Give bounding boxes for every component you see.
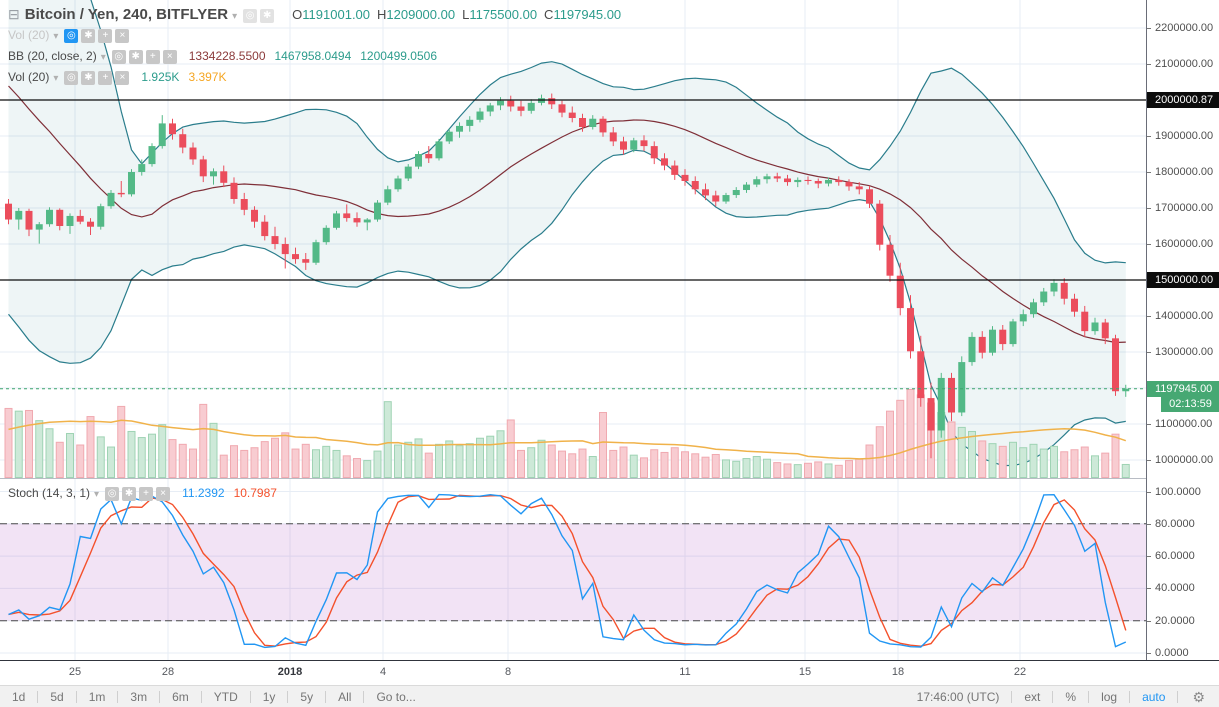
settings-icon[interactable]: ✱: [81, 29, 96, 43]
add-icon[interactable]: +: [145, 50, 160, 64]
clock[interactable]: 17:46:00 (UTC): [916, 690, 1000, 704]
price-axis-tick: 1800000.00: [1147, 165, 1219, 179]
candles-layer: [5, 93, 1130, 459]
stoch-axis-tick: 40.0000: [1147, 581, 1219, 595]
close-icon[interactable]: ×: [115, 71, 130, 85]
stoch-pane[interactable]: Stoch (14, 3, 1) ▾ ◎ ✱ + × 11.2392 10.7987: [0, 479, 1146, 660]
visibility-icon[interactable]: ◎: [64, 71, 79, 85]
time-axis-label: 2018: [277, 666, 303, 678]
toolbar-divider: [1177, 691, 1179, 703]
symbol-visibility-icon[interactable]: ◎: [243, 9, 258, 23]
bar-countdown-label: 02:13:59: [1161, 397, 1219, 413]
symbol-settings-icon[interactable]: ✱: [260, 9, 275, 23]
range-button-ytd[interactable]: YTD: [213, 690, 238, 704]
toolbar-divider: [287, 691, 289, 703]
toolbar-divider: [1011, 691, 1013, 703]
price-axis-tick: 1300000.00: [1147, 345, 1219, 359]
toolbar-divider: [249, 691, 251, 703]
stoch-axis-tick: 0.0000: [1147, 646, 1219, 660]
time-axis-label: 22: [1013, 666, 1027, 678]
volume-ma-line: [8, 419, 1127, 460]
settings-icon[interactable]: ✱: [81, 71, 96, 85]
volume-layer: [4, 388, 1130, 478]
toolbar-divider: [37, 691, 39, 703]
bottom-toolbar: 1d 5d 1m 3m 6m YTD 1y 5y All Go to... 17:46:00 (U…: [0, 685, 1219, 707]
stoch-axis-tick: 20.0000: [1147, 614, 1219, 628]
drawn-line-price-label: 1500000.00: [1147, 272, 1219, 288]
price-axis-tick: 2200000.00: [1147, 21, 1219, 35]
price-axis-tick: 1100000.00: [1147, 417, 1219, 431]
close-icon[interactable]: ×: [115, 29, 130, 43]
close-icon[interactable]: ×: [162, 50, 177, 64]
toolbar-divider: [1088, 691, 1090, 703]
stoch-overbought-oversold-band: [0, 523, 1146, 621]
time-axis-label: 18: [891, 666, 905, 678]
price-axis[interactable]: 2200000.00 2100000.00 1900000.00 1800000.00…: [1146, 0, 1219, 660]
range-button-all[interactable]: All: [338, 690, 352, 704]
stoch-axis-tick: 100.0000: [1147, 485, 1219, 499]
toolbar-divider: [325, 691, 327, 703]
range-button-1m[interactable]: 1m: [88, 690, 106, 704]
price-pane[interactable]: ⊟ Bitcoin / Yen, 240, BITFLYER ▾ ◎ ✱ O1191001…: [0, 0, 1146, 478]
grid-layer: [0, 0, 1146, 478]
stoch-chart-canvas[interactable]: [0, 479, 1146, 660]
price-axis-tick: 2100000.00: [1147, 57, 1219, 71]
settings-icon[interactable]: ✱: [122, 487, 137, 501]
chart-settings-gear-icon[interactable]: ⚙: [1192, 688, 1205, 705]
goto-date-button[interactable]: Go to...: [376, 690, 416, 704]
range-button-1d[interactable]: 1d: [12, 690, 26, 704]
close-icon[interactable]: ×: [156, 487, 171, 501]
visibility-icon[interactable]: ◎: [105, 487, 120, 501]
extended-hours-button[interactable]: ext: [1024, 690, 1041, 704]
toolbar-right: 17:46:00 (UTC) ext % log auto ⚙: [905, 686, 1219, 707]
range-button-5d[interactable]: 5d: [50, 690, 64, 704]
time-axis-label: 4: [379, 666, 387, 678]
time-axis[interactable]: 25 28 2018 4 8 11 15 18 22: [0, 660, 1219, 685]
stoch-k-line: [8, 493, 1127, 649]
range-button-5y[interactable]: 5y: [300, 690, 314, 704]
stoch-axis-tick: 80.0000: [1147, 517, 1219, 531]
drawn-line-price-label: 2000000.87: [1147, 92, 1219, 108]
range-button-1y[interactable]: 1y: [262, 690, 276, 704]
price-axis-tick: 1000000.00: [1147, 453, 1219, 467]
toolbar-divider: [1052, 691, 1054, 703]
range-buttons: 1d 5d 1m 3m 6m YTD 1y 5y All Go to...: [0, 686, 428, 707]
toolbar-divider: [200, 691, 202, 703]
add-icon[interactable]: +: [139, 487, 154, 501]
add-icon[interactable]: +: [98, 29, 113, 43]
time-axis-label: 25: [68, 666, 82, 678]
add-icon[interactable]: +: [98, 71, 113, 85]
toolbar-divider: [117, 691, 119, 703]
price-axis-tick: 1900000.00: [1147, 129, 1219, 143]
price-axis-tick: 1700000.00: [1147, 201, 1219, 215]
time-axis-label: 8: [504, 666, 512, 678]
toolbar-divider: [75, 691, 77, 703]
toolbar-divider: [1129, 691, 1131, 703]
percent-scale-button[interactable]: %: [1065, 690, 1077, 704]
last-price-label: 1197945.00: [1147, 380, 1219, 397]
visibility-icon[interactable]: ◎: [64, 29, 79, 43]
auto-scale-button[interactable]: auto: [1142, 690, 1166, 704]
stoch-d-line: [8, 494, 1127, 647]
pane-separator[interactable]: [0, 478, 1219, 479]
time-axis-label: 28: [161, 666, 175, 678]
price-axis-tick: 1400000.00: [1147, 309, 1219, 323]
toolbar-divider: [159, 691, 161, 703]
toolbar-divider: [363, 691, 365, 703]
visibility-icon[interactable]: ◎: [111, 50, 126, 64]
settings-icon[interactable]: ✱: [128, 50, 143, 64]
range-button-3m[interactable]: 3m: [130, 690, 148, 704]
time-axis-label: 15: [798, 666, 812, 678]
price-axis-tick: 1600000.00: [1147, 237, 1219, 251]
stoch-axis-tick: 60.0000: [1147, 549, 1219, 563]
price-chart-canvas[interactable]: [0, 0, 1146, 478]
range-button-6m[interactable]: 6m: [172, 690, 189, 704]
time-axis-label: 11: [679, 666, 691, 678]
log-scale-button[interactable]: log: [1101, 690, 1118, 704]
bollinger-bands-layer: [8, 0, 1126, 467]
